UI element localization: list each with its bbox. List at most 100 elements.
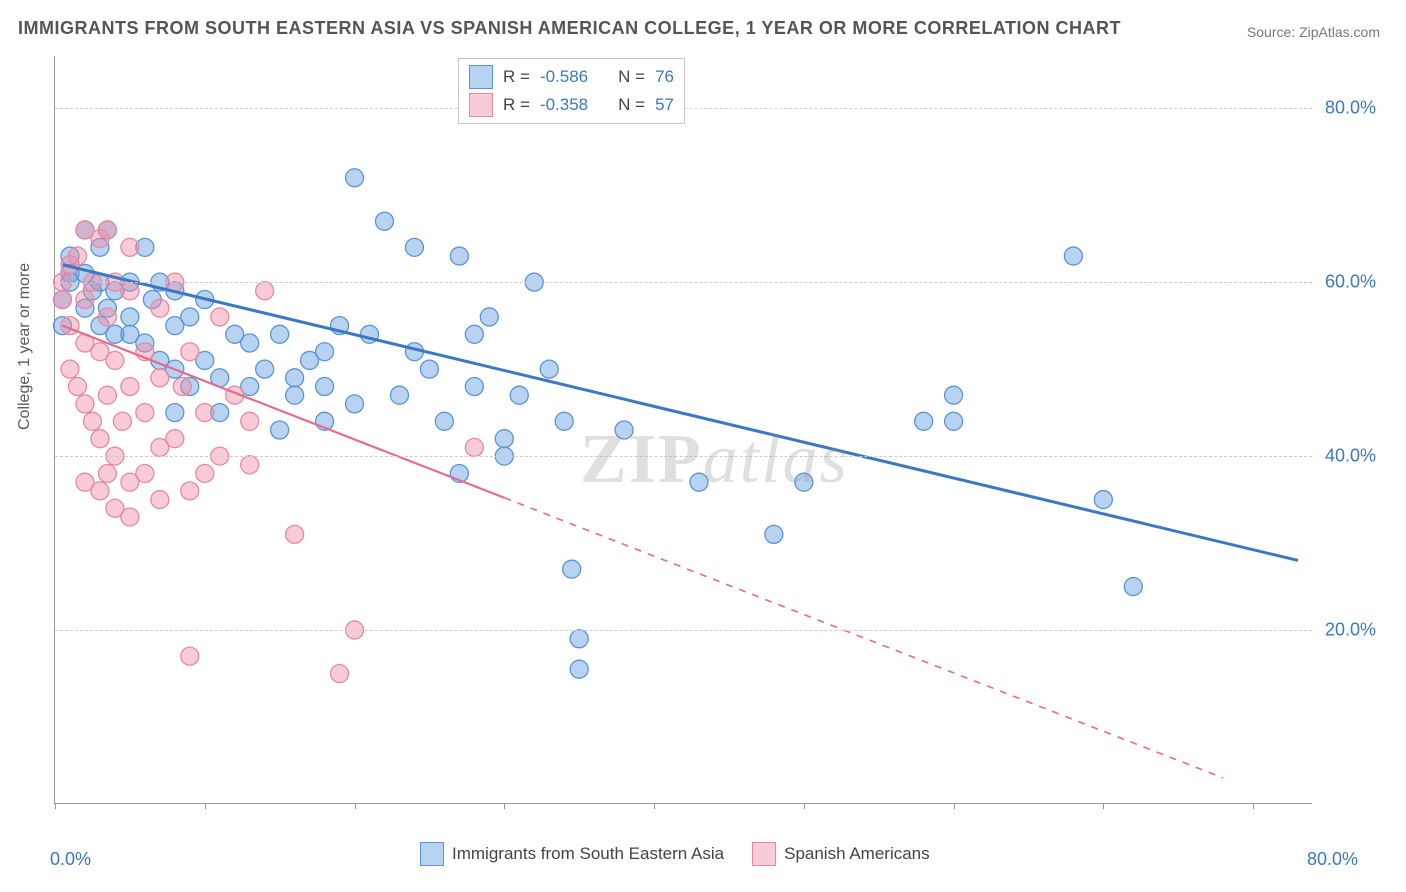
x-tick <box>654 803 655 809</box>
gridline-h <box>55 456 1312 457</box>
chart-title: IMMIGRANTS FROM SOUTH EASTERN ASIA VS SP… <box>18 18 1121 39</box>
legend-label: Spanish Americans <box>784 844 930 864</box>
x-tick <box>804 803 805 809</box>
scatter-point-s2 <box>98 386 116 404</box>
series-legend: Immigrants from South Eastern Asia Spani… <box>420 842 930 866</box>
y-tick-label: 80.0% <box>1325 98 1376 119</box>
stat-legend-row: R = -0.358 N = 57 <box>469 91 674 119</box>
x-tick-label-left: 0.0% <box>50 849 91 870</box>
scatter-point-s1 <box>570 660 588 678</box>
plot-area <box>54 56 1312 804</box>
scatter-point-s1 <box>1094 491 1112 509</box>
legend-swatch <box>420 842 444 866</box>
trendline-s2-dashed <box>504 498 1223 778</box>
scatter-point-s2 <box>98 464 116 482</box>
scatter-point-s2 <box>181 482 199 500</box>
scatter-point-s2 <box>331 665 349 683</box>
scatter-point-s1 <box>166 404 184 422</box>
y-tick-label: 20.0% <box>1325 620 1376 641</box>
scatter-point-s2 <box>211 308 229 326</box>
scatter-point-s1 <box>435 412 453 430</box>
scatter-point-s1 <box>375 212 393 230</box>
x-tick <box>1103 803 1104 809</box>
n-label: N = <box>618 95 645 115</box>
n-value: 76 <box>655 67 674 87</box>
scatter-point-s1 <box>540 360 558 378</box>
gridline-h <box>55 282 1312 283</box>
scatter-point-s1 <box>316 343 334 361</box>
scatter-point-s2 <box>151 491 169 509</box>
scatter-point-s2 <box>196 404 214 422</box>
scatter-point-s2 <box>68 378 86 396</box>
scatter-point-s2 <box>181 343 199 361</box>
scatter-point-s2 <box>166 430 184 448</box>
scatter-point-s2 <box>98 308 116 326</box>
gridline-h <box>55 630 1312 631</box>
scatter-point-s1 <box>570 630 588 648</box>
x-tick <box>504 803 505 809</box>
scatter-point-s1 <box>420 360 438 378</box>
scatter-point-s2 <box>181 647 199 665</box>
x-tick <box>954 803 955 809</box>
scatter-point-s2 <box>121 238 139 256</box>
scatter-point-s2 <box>121 282 139 300</box>
scatter-point-s2 <box>106 351 124 369</box>
y-tick-label: 40.0% <box>1325 446 1376 467</box>
scatter-point-s2 <box>256 282 274 300</box>
trendline-s2-solid <box>62 326 504 498</box>
scatter-point-s2 <box>151 369 169 387</box>
scatter-point-s1 <box>390 386 408 404</box>
scatter-point-s1 <box>450 247 468 265</box>
scatter-point-s1 <box>495 430 513 448</box>
legend-swatch <box>752 842 776 866</box>
x-tick <box>55 803 56 809</box>
x-tick-label-right: 80.0% <box>1307 849 1358 870</box>
legend-item: Immigrants from South Eastern Asia <box>420 842 724 866</box>
scatter-point-s2 <box>151 299 169 317</box>
correlation-legend: R = -0.586 N = 76 R = -0.358 N = 57 <box>458 58 685 124</box>
scatter-point-s2 <box>121 378 139 396</box>
scatter-point-s1 <box>615 421 633 439</box>
scatter-point-s2 <box>465 438 483 456</box>
chart-svg <box>55 56 1312 803</box>
scatter-point-s1 <box>465 378 483 396</box>
scatter-point-s1 <box>465 325 483 343</box>
r-label: R = <box>503 67 530 87</box>
scatter-point-s1 <box>1064 247 1082 265</box>
scatter-point-s1 <box>945 412 963 430</box>
scatter-point-s1 <box>563 560 581 578</box>
scatter-point-s2 <box>83 412 101 430</box>
scatter-point-s1 <box>271 421 289 439</box>
legend-label: Immigrants from South Eastern Asia <box>452 844 724 864</box>
scatter-point-s2 <box>98 221 116 239</box>
stat-legend-row: R = -0.586 N = 76 <box>469 63 674 91</box>
scatter-point-s2 <box>91 482 109 500</box>
y-tick-label: 60.0% <box>1325 272 1376 293</box>
n-label: N = <box>618 67 645 87</box>
scatter-point-s1 <box>316 378 334 396</box>
scatter-point-s1 <box>181 308 199 326</box>
scatter-point-s1 <box>346 169 364 187</box>
y-axis-label: College, 1 year or more <box>16 263 34 430</box>
scatter-point-s2 <box>113 412 131 430</box>
scatter-point-s1 <box>555 412 573 430</box>
n-value: 57 <box>655 95 674 115</box>
scatter-point-s2 <box>76 291 94 309</box>
scatter-point-s2 <box>136 464 154 482</box>
scatter-point-s1 <box>1124 578 1142 596</box>
scatter-point-s1 <box>690 473 708 491</box>
legend-item: Spanish Americans <box>752 842 930 866</box>
scatter-point-s2 <box>121 508 139 526</box>
legend-swatch <box>469 93 493 117</box>
scatter-point-s2 <box>241 456 259 474</box>
x-tick <box>1253 803 1254 809</box>
scatter-point-s1 <box>405 238 423 256</box>
x-tick <box>205 803 206 809</box>
x-tick <box>355 803 356 809</box>
scatter-point-s1 <box>795 473 813 491</box>
scatter-point-s2 <box>173 378 191 396</box>
scatter-point-s1 <box>121 308 139 326</box>
scatter-point-s2 <box>136 404 154 422</box>
scatter-point-s2 <box>61 360 79 378</box>
scatter-point-s2 <box>53 291 71 309</box>
